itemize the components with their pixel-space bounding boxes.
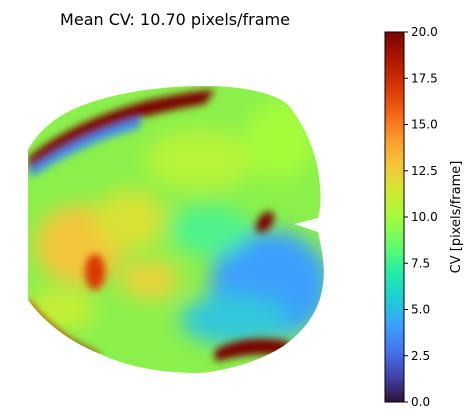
chart-title: Mean CV: 10.70 pixels/frame [60,10,290,29]
colorbar-tick-label: 12.5 [411,164,438,178]
heatmap-region-lower-right-slow-2 [180,295,290,345]
heatmap-region-upper-left-blue-rim [30,112,140,178]
colorbar-tick-label: 0.0 [411,395,430,409]
colorbar: 0.0 2.5 5.0 7.5 10.0 12.5 15.0 17.5 20.0 CV [pix… [384,25,464,409]
heatmap-region-centre-hotspot [256,211,274,233]
colorbar-tick-label: 5.0 [411,303,430,317]
colorbar-ticks: 0.0 2.5 5.0 7.5 10.0 12.5 15.0 17.5 20.0 [404,25,438,409]
heatmap-region-upper-centre [145,130,255,190]
colorbar-tick-label: 20.0 [411,25,438,39]
heatmap-region-bottom-left [28,290,95,330]
heatmap-region-left-hotspot [85,254,105,290]
heatmap-region-warm-band [120,260,180,300]
colorbar-gradient [384,31,405,403]
colorbar-tick-label: 17.5 [411,71,438,85]
heatmap-region-upper-left-ridge [28,90,215,170]
heatmap [28,86,324,373]
heatmap-region-bottom-right-streak [215,338,290,362]
colorbar-tick-label: 10.0 [411,210,438,224]
colorbar-tick-label: 2.5 [411,349,430,363]
heatmap-region-upper-right [245,100,315,180]
heatmap-region-left-patch-2 [95,190,165,250]
heatmap-region-mid-cyan [170,205,250,255]
colorbar-tick-label: 7.5 [411,256,430,270]
colorbar-tick-label: 15.0 [411,118,438,132]
colorbar-label: CV [pixels/frame] [449,161,464,274]
